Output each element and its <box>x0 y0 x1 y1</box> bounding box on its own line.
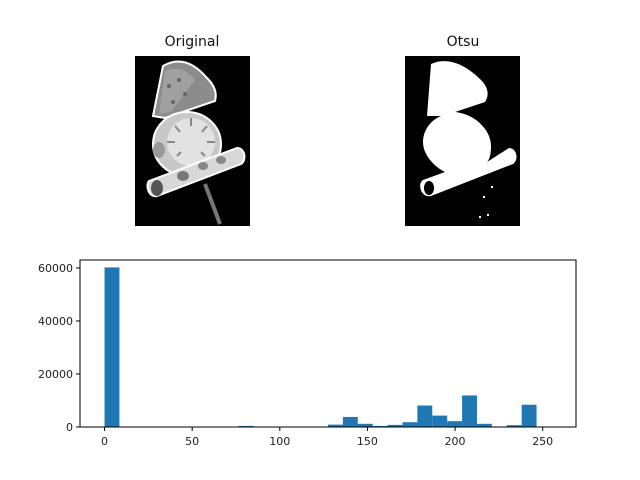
histogram-bar-21 <box>417 405 433 427</box>
x-tick-label: 250 <box>532 435 553 448</box>
histogram-bar-15 <box>328 424 343 427</box>
histogram-bar-18 <box>372 425 388 427</box>
otsu-image-title: Otsu <box>446 34 480 50</box>
otsu-image <box>405 56 520 226</box>
histogram-bar-16 <box>342 416 358 427</box>
histogram-bar-20 <box>402 422 418 427</box>
histogram-bar-27 <box>506 425 522 427</box>
histogram-bar-19 <box>387 424 403 427</box>
x-tick-label: 150 <box>357 435 378 448</box>
histogram-bar-9 <box>238 425 254 427</box>
y-tick-label: 0 <box>66 421 73 434</box>
histogram-bar-0 <box>104 267 120 427</box>
histogram-bar-17 <box>357 423 373 427</box>
histogram-bar-22 <box>432 415 448 427</box>
histogram-bar-24 <box>462 395 477 427</box>
original-image <box>135 56 250 226</box>
original-image-title: Original <box>164 34 220 50</box>
y-tick-label: 20000 <box>38 368 73 381</box>
x-tick-label: 0 <box>101 435 108 448</box>
x-tick-label: 100 <box>269 435 290 448</box>
histogram-bar-25 <box>476 423 492 427</box>
y-tick-label: 40000 <box>38 315 73 328</box>
histogram-bar-23 <box>447 421 463 427</box>
x-tick-label: 50 <box>185 435 199 448</box>
plot-frame <box>79 259 577 428</box>
x-tick-label: 200 <box>445 435 466 448</box>
histogram-bar-28 <box>521 404 537 427</box>
y-tick-label: 60000 <box>38 262 73 275</box>
